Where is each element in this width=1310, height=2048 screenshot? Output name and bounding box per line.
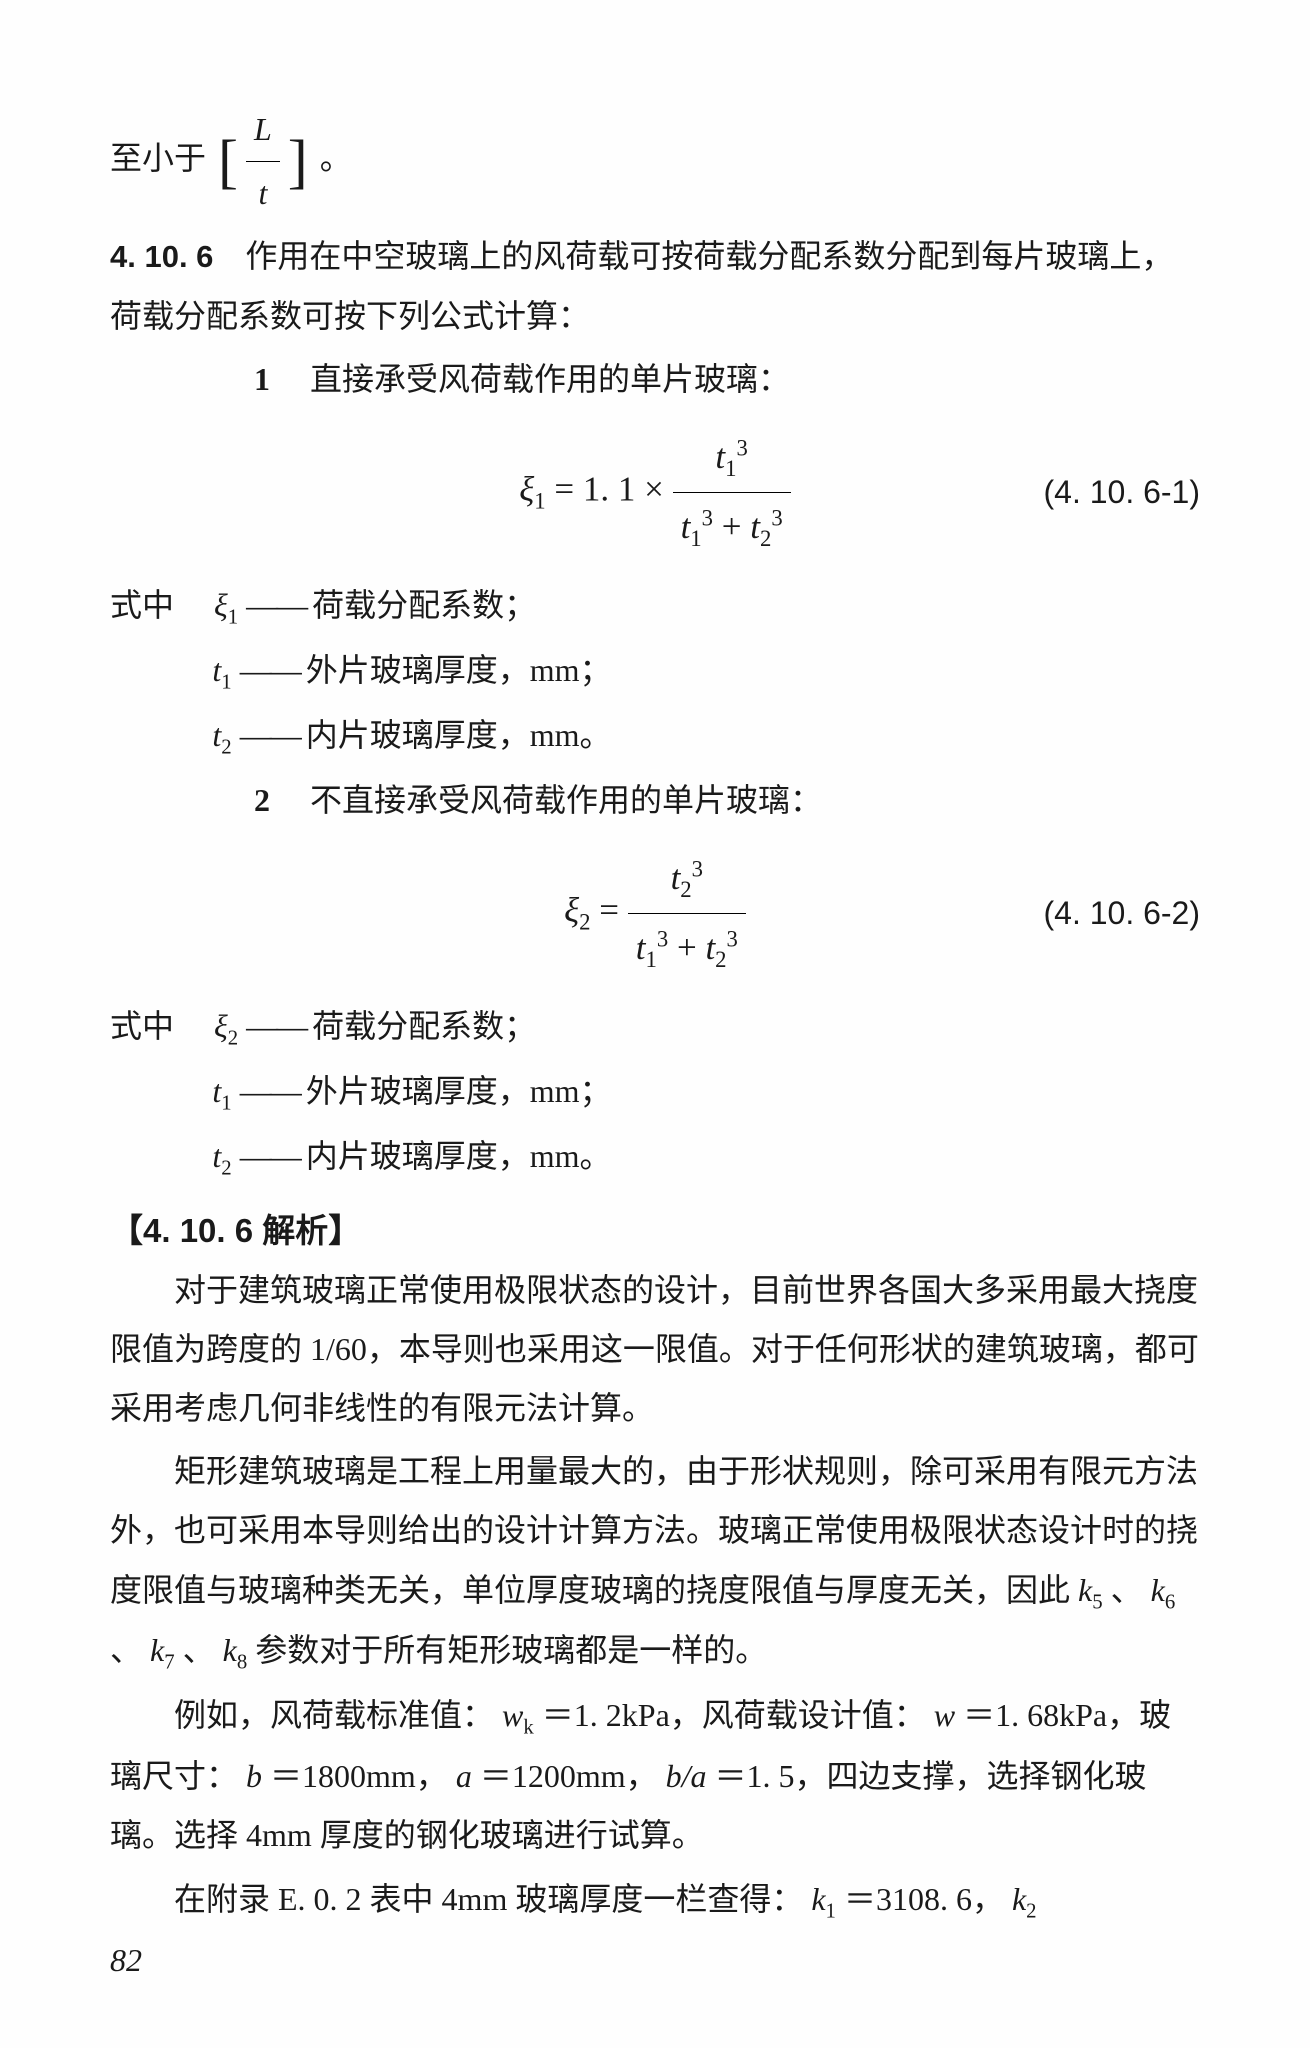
where-block-2: 式中 ξ2 —— 荷载分配系数； xyxy=(110,997,1200,1058)
formula-frac-2: t23 t13 + t23 xyxy=(628,846,746,981)
where-2-line-2: t1 —— 外片玻璃厚度，mm； xyxy=(110,1062,1200,1123)
section-number: 4. 10. 6 xyxy=(110,239,213,274)
formula-math-2: ξ2 = t23 t13 + t23 xyxy=(370,846,940,981)
clause-4-10-6: 4. 10. 6 作用在中空玻璃上的风荷载可按荷载分配系数分配到每片玻璃上，荷载… xyxy=(110,227,1200,345)
bracket-fraction: [ L t ] xyxy=(214,100,312,223)
formula-number-2: (4. 10. 6-2) xyxy=(940,884,1200,943)
item-2-number: 2 xyxy=(238,771,286,830)
where-1-line-2: t1 —— 外片玻璃厚度，mm； xyxy=(110,641,1200,702)
formula-number-1: (4. 10. 6-1) xyxy=(940,463,1200,522)
analysis-para-2: 矩形建筑玻璃是工程上用量最大的，由于形状规则，除可采用有限元方法外，也可采用本导… xyxy=(110,1442,1200,1682)
item-1: 1 直接承受风荷载作用的单片玻璃： xyxy=(110,350,1200,409)
page-content: 至小于 [ L t ] 。 4. 10. 6 作用在中空玻璃上的风荷载可按荷载分… xyxy=(110,100,1200,1930)
opening-suffix: 。 xyxy=(320,140,352,176)
formula-4-10-6-2: ξ2 = t23 t13 + t23 (4. 10. 6-2) xyxy=(110,846,1200,981)
fraction-L-over-t: L t xyxy=(246,100,280,223)
clause-text: 作用在中空玻璃上的风荷载可按荷载分配系数分配到每片玻璃上，荷载分配系数可按下列公… xyxy=(110,238,1173,333)
analysis-para-3: 例如，风荷载标准值： wk ＝1. 2kPa，风荷载设计值： w ＝1. 68k… xyxy=(110,1686,1200,1865)
page-number: 82 xyxy=(110,1931,142,1990)
left-bracket: [ xyxy=(218,129,238,195)
item-1-text: 直接承受风荷载作用的单片玻璃： xyxy=(310,361,790,397)
where-block-1: 式中 ξ1 —— 荷载分配系数； xyxy=(110,576,1200,637)
opening-line: 至小于 [ L t ] 。 xyxy=(110,100,1200,223)
formula-frac-1: t13 t13 + t23 xyxy=(673,425,791,560)
analysis-para-4: 在附录 E. 0. 2 表中 4mm 玻璃厚度一栏查得： k1 ＝3108. 6… xyxy=(110,1870,1200,1931)
where-label: 式中 xyxy=(110,587,174,623)
where-1-line-3: t2 —— 内片玻璃厚度，mm。 xyxy=(110,706,1200,767)
analysis-heading: 【4. 10. 6 解析】 xyxy=(110,1200,1200,1261)
item-2: 2 不直接承受风荷载作用的单片玻璃： xyxy=(110,771,1200,830)
where-label-2: 式中 xyxy=(110,1008,174,1044)
analysis-para-1: 对于建筑玻璃正常使用极限状态的设计，目前世界各国大多采用最大挠度限值为跨度的 1… xyxy=(110,1261,1200,1439)
item-1-number: 1 xyxy=(238,350,286,409)
formula-math-1: ξ1 = 1. 1 × t13 t13 + t23 xyxy=(370,425,940,560)
formula-4-10-6-1: ξ1 = 1. 1 × t13 t13 + t23 (4. 10. 6-1) xyxy=(110,425,1200,560)
where-2-line-3: t2 —— 内片玻璃厚度，mm。 xyxy=(110,1127,1200,1188)
item-2-text: 不直接承受风荷载作用的单片玻璃： xyxy=(310,782,822,818)
opening-prefix: 至小于 xyxy=(110,140,206,176)
right-bracket: ] xyxy=(288,129,308,195)
